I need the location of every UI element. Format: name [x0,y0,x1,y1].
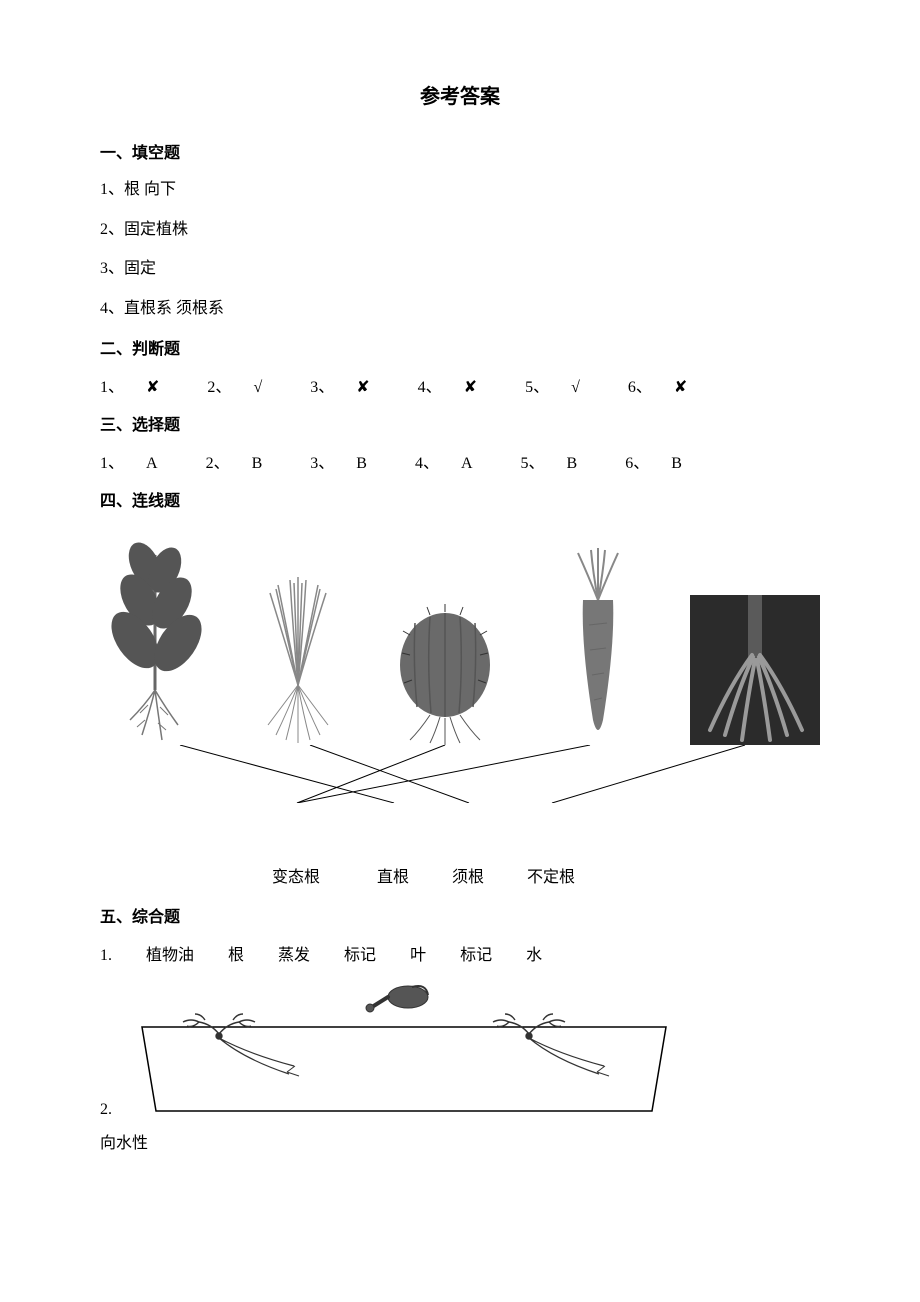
s2-mark-5: √ [571,379,580,396]
s5-q1-w3: 标记 [344,947,376,964]
s2-num-5: 5、 [525,379,549,396]
s5-q2-answer: 向水性 [100,1129,820,1153]
s3-num-2: 2、 [206,455,230,472]
s2-mark-3: ✘ [356,379,369,396]
s5-q1-w2: 蒸发 [278,947,310,964]
s1-item-2: 2、固定植株 [100,217,820,243]
matching-lines-svg [100,745,820,803]
s3-ans-1: A [146,455,158,472]
s5-q2-prefix: 2. [100,1101,124,1119]
plant-cactus [385,595,505,745]
s5-q2-row: 2. [100,979,820,1119]
matching-labels-row: 变态根 直根 须根 不定根 [100,863,820,889]
experiment-diagram [124,979,684,1119]
s2-answers: 1、 ✘ 2、 √ 3、 ✘ 4、 ✘ 5、 √ 6、 ✘ [100,373,820,397]
s5-q1-w1: 根 [228,947,244,964]
s3-num-3: 3、 [310,455,334,472]
section-heading-2: 二、判断题 [100,335,820,359]
section-heading-5: 五、综合题 [100,903,820,927]
s3-answers: 1、 A 2、 B 3、 B 4、 A 5、 B 6、 B [100,449,820,473]
s3-num-6: 6、 [625,455,649,472]
s2-num-2: 2、 [207,379,231,396]
plant-fibrous-grass [248,575,348,745]
s3-num-5: 5、 [521,455,545,472]
s3-ans-4: A [461,455,473,472]
s5-q1-w0: 植物油 [146,947,194,964]
s2-mark-2: √ [253,379,262,396]
s5-q1-w5: 标记 [460,947,492,964]
s1-item-4: 4、直根系 须根系 [100,296,820,322]
match-label-3: 不定根 [527,863,575,887]
s3-ans-2: B [252,455,263,472]
s5-q1-w4: 叶 [410,947,426,964]
s5-q1-line: 1. 植物油 根 蒸发 标记 叶 标记 水 [100,941,820,965]
s5-q1-prefix: 1. [100,947,112,964]
s3-ans-5: B [567,455,578,472]
s3-num-4: 4、 [415,455,439,472]
s3-ans-6: B [671,455,682,472]
s2-mark-1: ✘ [146,379,159,396]
plant-taproot [100,535,210,745]
section-heading-3: 三、选择题 [100,411,820,435]
s3-ans-3: B [356,455,367,472]
match-label-1: 直根 [377,863,409,887]
section-heading-1: 一、填空题 [100,139,820,163]
s2-num-3: 3、 [310,379,334,396]
matching-images-row [100,525,820,745]
s2-mark-4: ✘ [464,379,477,396]
matching-diagram: 变态根 直根 须根 不定根 [100,525,820,889]
s2-num-1: 1、 [100,379,124,396]
plant-prop-roots [690,595,820,745]
doc-title: 参考答案 [100,80,820,109]
match-label-2: 须根 [452,863,484,887]
s3-num-1: 1、 [100,455,124,472]
match-label-0: 变态根 [272,863,320,887]
s5-q1-w6: 水 [526,947,542,964]
plant-carrot [543,545,653,745]
s2-num-4: 4、 [418,379,442,396]
section-heading-4: 四、连线题 [100,487,820,511]
s2-num-6: 6、 [628,379,652,396]
s2-mark-6: ✘ [674,379,687,396]
s1-item-3: 3、固定 [100,256,820,282]
s1-item-1: 1、根 向下 [100,177,820,203]
